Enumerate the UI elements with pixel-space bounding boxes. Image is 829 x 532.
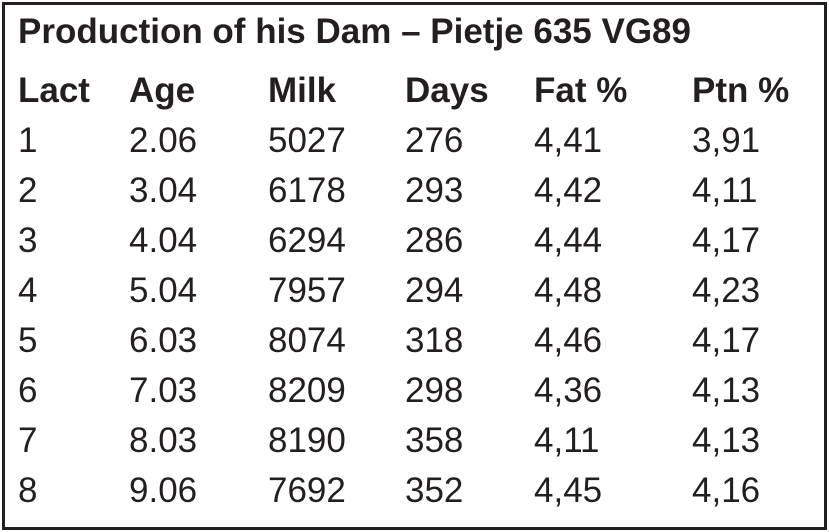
cell-age: 6.03 bbox=[129, 321, 198, 360]
cell-fat-percent: 4,48 bbox=[534, 271, 603, 310]
cell-days: 286 bbox=[405, 221, 464, 260]
cell-milk: 5027 bbox=[268, 121, 346, 160]
header-protein-percent: Ptn % bbox=[692, 71, 790, 110]
cell-days: 318 bbox=[405, 321, 464, 360]
cell-protein-percent: 4,23 bbox=[692, 271, 761, 310]
header-age: Age bbox=[129, 71, 196, 110]
cell-milk: 6178 bbox=[268, 171, 346, 210]
cell-milk: 7957 bbox=[268, 271, 346, 310]
table-row: 4 5.04 7957 294 4,48 4,23 bbox=[0, 269, 829, 319]
cell-protein-percent: 4,16 bbox=[692, 471, 761, 510]
table-row: 7 8.03 8190 358 4,11 4,13 bbox=[0, 419, 829, 469]
cell-days: 298 bbox=[405, 371, 464, 410]
cell-milk: 6294 bbox=[268, 221, 346, 260]
cell-milk: 8209 bbox=[268, 371, 346, 410]
cell-days: 293 bbox=[405, 171, 464, 210]
cell-age: 4.04 bbox=[129, 221, 198, 260]
cell-days: 352 bbox=[405, 471, 464, 510]
cell-lact: 2 bbox=[18, 171, 38, 210]
table-row: 1 2.06 5027 276 4,41 3,91 bbox=[0, 119, 829, 169]
cell-fat-percent: 4,46 bbox=[534, 321, 603, 360]
cell-lact: 1 bbox=[18, 121, 38, 160]
cell-milk: 8190 bbox=[268, 421, 346, 460]
cell-lact: 7 bbox=[18, 421, 38, 460]
header-lact: Lact bbox=[18, 71, 90, 110]
cell-fat-percent: 4,11 bbox=[534, 421, 600, 460]
cell-age: 8.03 bbox=[129, 421, 198, 460]
cell-lact: 6 bbox=[18, 371, 38, 410]
cell-protein-percent: 4,11 bbox=[692, 171, 758, 210]
cell-fat-percent: 4,45 bbox=[534, 471, 603, 510]
cell-protein-percent: 4,17 bbox=[692, 321, 761, 360]
cell-lact: 8 bbox=[18, 471, 38, 510]
table-title: Production of his Dam – Pietje 635 VG89 bbox=[18, 12, 691, 51]
cell-days: 276 bbox=[405, 121, 464, 160]
header-days: Days bbox=[405, 71, 489, 110]
table-row: 5 6.03 8074 318 4,46 4,17 bbox=[0, 319, 829, 369]
cell-protein-percent: 4,13 bbox=[692, 371, 761, 410]
cell-milk: 7692 bbox=[268, 471, 346, 510]
cell-days: 358 bbox=[405, 421, 464, 460]
cell-milk: 8074 bbox=[268, 321, 346, 360]
cell-age: 7.03 bbox=[129, 371, 198, 410]
cell-age: 2.06 bbox=[129, 121, 198, 160]
header-fat-percent: Fat % bbox=[534, 71, 628, 110]
cell-fat-percent: 4,42 bbox=[534, 171, 603, 210]
cell-lact: 4 bbox=[18, 271, 38, 310]
cell-protein-percent: 3,91 bbox=[692, 121, 761, 160]
cell-lact: 3 bbox=[18, 221, 38, 260]
cell-age: 9.06 bbox=[129, 471, 198, 510]
cell-protein-percent: 4,13 bbox=[692, 421, 761, 460]
cell-age: 3.04 bbox=[129, 171, 198, 210]
table-row: 2 3.04 6178 293 4,42 4,11 bbox=[0, 169, 829, 219]
cell-days: 294 bbox=[405, 271, 464, 310]
cell-fat-percent: 4,41 bbox=[534, 121, 603, 160]
table-row: 6 7.03 8209 298 4,36 4,13 bbox=[0, 369, 829, 419]
table-row: 8 9.06 7692 352 4,45 4,16 bbox=[0, 469, 829, 519]
table-row: 3 4.04 6294 286 4,44 4,17 bbox=[0, 219, 829, 269]
cell-protein-percent: 4,17 bbox=[692, 221, 761, 260]
header-milk: Milk bbox=[268, 71, 337, 110]
cell-lact: 5 bbox=[18, 321, 38, 360]
cell-age: 5.04 bbox=[129, 271, 198, 310]
cell-fat-percent: 4,44 bbox=[534, 221, 603, 260]
table-header-row: Lact Age Milk Days Fat % Ptn % bbox=[0, 69, 829, 119]
cell-fat-percent: 4,36 bbox=[534, 371, 603, 410]
